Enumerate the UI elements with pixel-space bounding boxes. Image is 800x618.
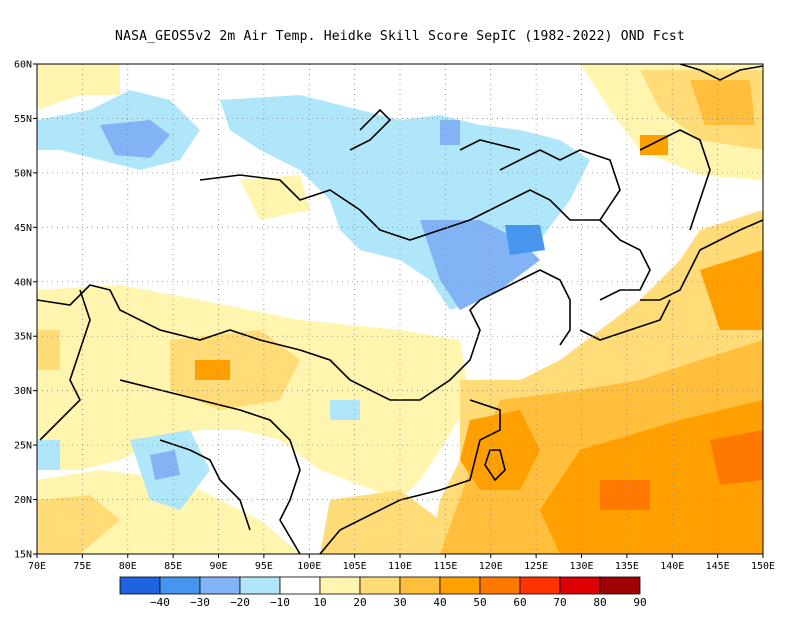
legend-swatch (399, 576, 441, 595)
coastline (159, 439, 251, 531)
legend-swatch (319, 576, 361, 595)
skill-area (700, 250, 763, 330)
axis-ticks: 70E 75E 80E 85E 90E 95E 100E 105E 110E 115E 120E 12… (14, 60, 775, 573)
coastline (640, 219, 763, 301)
lat-tick-label: 50N (14, 168, 32, 179)
border (199, 149, 621, 241)
legend-swatch (439, 576, 481, 595)
border (459, 139, 521, 151)
legend-label: 80 (593, 596, 606, 609)
skill-area (240, 175, 310, 220)
skill-area (150, 450, 180, 480)
lat-tick-label: 40N (14, 277, 32, 288)
legend-swatch (599, 576, 641, 595)
lon-tick-label: 120E (479, 561, 503, 572)
skill-area (195, 360, 230, 380)
skill-area (690, 80, 755, 125)
lon-tick-label: 130E (569, 561, 593, 572)
skill-area (170, 330, 300, 410)
lat-tick-label: 35N (14, 332, 32, 343)
lon-tick-label: 90E (209, 561, 227, 572)
lat-tick-label: 30N (14, 386, 32, 397)
skill-area (37, 440, 60, 470)
legend-swatch (239, 576, 281, 595)
coastlines (37, 64, 763, 554)
skill-area (37, 330, 60, 370)
skill-area (330, 400, 360, 420)
lon-tick-label: 80E (119, 561, 137, 572)
coastline (599, 219, 651, 301)
lat-tick-label: 45N (14, 223, 32, 234)
coastline (349, 108, 392, 151)
legend-swatch (519, 576, 561, 595)
coastline (579, 299, 671, 341)
legend-label: −20 (230, 596, 250, 609)
legend-label: 10 (313, 596, 326, 609)
lon-tick-label: 125E (524, 561, 548, 572)
skill-area (320, 490, 440, 554)
skill-score-fill (37, 64, 763, 554)
border (39, 289, 91, 441)
lat-tick-label: 60N (14, 60, 32, 71)
color-legend: −40 −30 −20 −10 10 20 30 40 50 60 70 80 90 (119, 576, 647, 609)
lat-tick-label: 25N (14, 441, 32, 452)
lon-tick-label: 110E (388, 561, 412, 572)
lon-tick-label: 100E (297, 561, 321, 572)
coastline (679, 64, 763, 81)
legend-label: −30 (190, 596, 210, 609)
lon-tick-label: 140E (660, 561, 684, 572)
lon-tick-label: 105E (343, 561, 367, 572)
coastline (37, 269, 571, 401)
legend-swatch (279, 576, 321, 595)
lat-tick-label: 20N (14, 495, 32, 506)
legend-label: 50 (473, 596, 486, 609)
lon-tick-label: 115E (433, 561, 457, 572)
legend-label: −10 (270, 596, 290, 609)
lat-tick-label: 15N (14, 550, 32, 561)
legend-label: 40 (433, 596, 446, 609)
skill-area (505, 225, 545, 255)
map-title: NASA_GEOS5v2 2m Air Temp. Heidke Skill S… (115, 29, 685, 44)
legend-label: 20 (353, 596, 366, 609)
lon-tick-label: 150E (751, 561, 775, 572)
lon-tick-label: 95E (255, 561, 273, 572)
lon-tick-label: 70E (28, 561, 46, 572)
legend-swatch (159, 576, 201, 595)
skill-area (440, 120, 460, 145)
lon-tick-label: 135E (615, 561, 639, 572)
coastline (639, 129, 711, 231)
legend-label: 70 (553, 596, 566, 609)
legend-swatch (559, 576, 601, 595)
legend-label: 60 (513, 596, 526, 609)
lon-tick-label: 75E (73, 561, 91, 572)
lat-tick-label: 55N (14, 114, 32, 125)
skill-area (600, 480, 650, 510)
legend-swatch (119, 576, 161, 595)
legend-label: 30 (393, 596, 406, 609)
skill-area (100, 120, 170, 158)
gridlines (37, 64, 763, 554)
skill-area (710, 430, 763, 485)
lon-tick-label: 85E (164, 561, 182, 572)
lon-tick-label: 145E (706, 561, 730, 572)
skill-area (37, 64, 120, 110)
coastline (319, 399, 501, 554)
border (119, 379, 301, 554)
legend-swatch (479, 576, 521, 595)
legend-swatch (359, 576, 401, 595)
coastline (484, 449, 506, 482)
legend-swatch (199, 576, 241, 595)
legend-label: 90 (633, 596, 646, 609)
skill-area (540, 400, 763, 554)
legend-label: −40 (150, 596, 170, 609)
skill-area (37, 495, 120, 554)
